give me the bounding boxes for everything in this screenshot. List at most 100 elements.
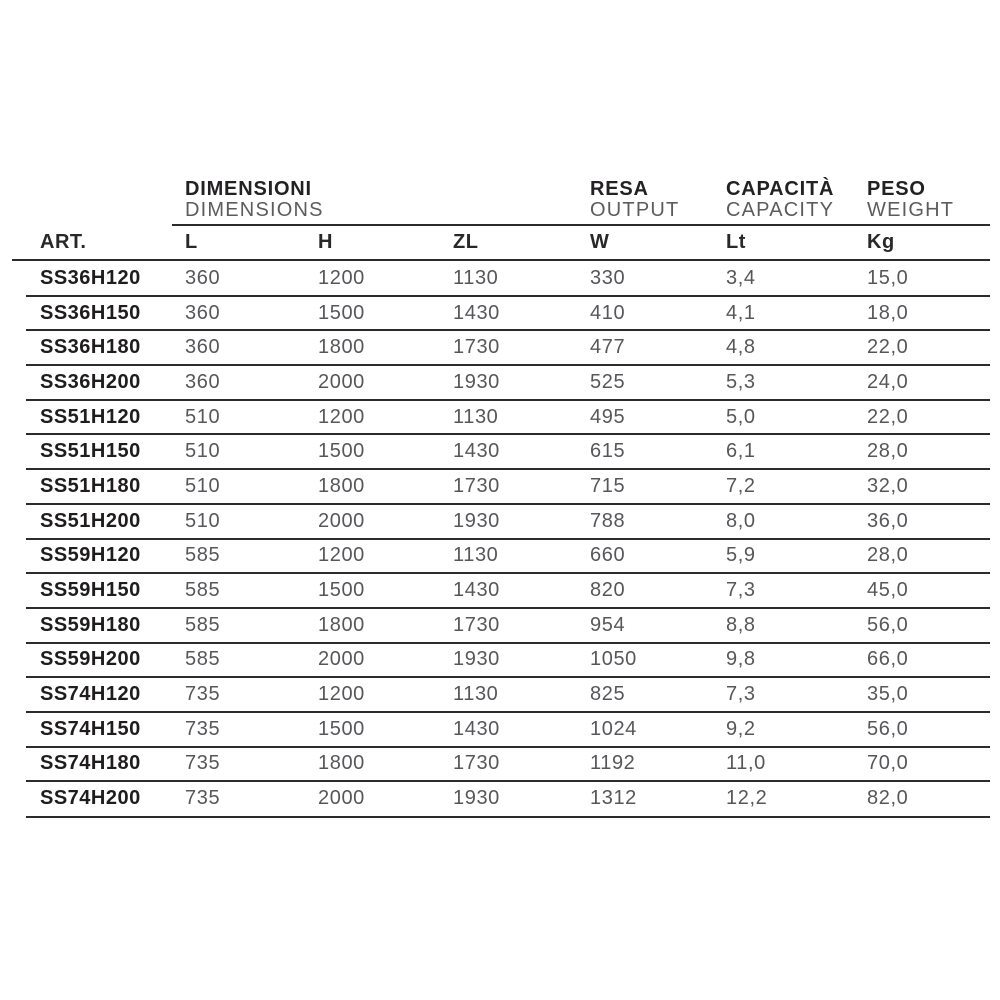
- value-zl: 1130: [453, 266, 499, 289]
- table-row: SS36H120 360 1200 1130 330 3,4 15,0: [12, 261, 990, 296]
- value-lt: 5,0: [726, 405, 756, 428]
- group-output: RESA OUTPUT: [590, 178, 726, 221]
- value-lt: 5,9: [726, 544, 756, 567]
- value-l: 510: [185, 509, 221, 532]
- value-kg: 56,0: [867, 717, 909, 740]
- table-body: SS36H120 360 1200 1130 330 3,4 15,0 SS36H150 360…: [12, 261, 990, 816]
- art-code: SS59H150: [40, 579, 141, 602]
- value-w: 954: [590, 613, 626, 636]
- art-code: SS74H200: [40, 787, 141, 810]
- value-w: 788: [590, 509, 626, 532]
- column-header-kg: Kg: [867, 231, 895, 253]
- value-h: 1500: [318, 301, 365, 324]
- value-zl: 1430: [453, 717, 500, 740]
- value-zl: 1130: [453, 405, 499, 428]
- table-row: SS59H200 585 2000 1930 1050 9,8 66,0: [12, 641, 990, 678]
- column-header-zl: ZL: [453, 231, 479, 253]
- group-header-row: DIMENSIONI DIMENSIONS RESA OUTPUT CAPACI…: [12, 178, 990, 224]
- value-lt: 6,1: [726, 440, 756, 463]
- value-w: 660: [590, 544, 626, 567]
- value-kg: 66,0: [867, 648, 909, 671]
- value-l: 510: [185, 405, 221, 428]
- value-zl: 1730: [453, 336, 500, 359]
- value-h: 1800: [318, 336, 365, 359]
- value-w: 477: [590, 336, 626, 359]
- table-row: SS74H120 735 1200 1130 825 7,3 35,0: [12, 676, 990, 712]
- column-header-w: W: [590, 231, 610, 253]
- value-zl: 1930: [453, 370, 500, 393]
- table-row: SS74H200 735 2000 1930 1312 12,2 82,0: [12, 780, 990, 816]
- value-lt: 9,8: [726, 648, 756, 671]
- art-code: SS74H180: [40, 752, 141, 775]
- value-zl: 1430: [453, 440, 500, 463]
- value-kg: 82,0: [867, 787, 909, 810]
- value-w: 410: [590, 301, 626, 324]
- table-row: SS36H200 360 2000 1930 525 5,3 24,0: [12, 364, 990, 400]
- value-kg: 24,0: [867, 370, 909, 393]
- value-kg: 22,0: [867, 336, 909, 359]
- value-lt: 4,8: [726, 336, 756, 359]
- value-w: 1192: [590, 752, 636, 775]
- art-code: SS59H200: [40, 648, 141, 671]
- value-w: 715: [590, 474, 626, 497]
- value-h: 2000: [318, 370, 365, 393]
- value-zl: 1430: [453, 579, 500, 602]
- table-row: SS51H180 510 1800 1730 715 7,2 32,0: [12, 468, 990, 504]
- group-title-dimensioni: DIMENSIONI: [185, 178, 312, 200]
- value-l: 735: [185, 717, 221, 740]
- value-zl: 1730: [453, 613, 500, 636]
- group-title-resa: RESA: [590, 178, 649, 200]
- value-lt: 12,2: [726, 787, 768, 810]
- value-h: 1500: [318, 440, 365, 463]
- value-w: 495: [590, 405, 626, 428]
- value-lt: 9,2: [726, 717, 756, 740]
- value-w: 1024: [590, 717, 637, 740]
- value-l: 585: [185, 613, 221, 636]
- value-l: 510: [185, 474, 221, 497]
- value-zl: 1930: [453, 787, 500, 810]
- value-w: 1312: [590, 787, 637, 810]
- value-kg: 28,0: [867, 440, 909, 463]
- value-l: 735: [185, 787, 221, 810]
- value-h: 2000: [318, 509, 365, 532]
- value-h: 1200: [318, 544, 365, 567]
- value-h: 2000: [318, 648, 365, 671]
- group-title-capacita: CAPACITÀ: [726, 178, 835, 200]
- art-code: SS51H120: [40, 405, 141, 428]
- value-l: 360: [185, 336, 221, 359]
- value-h: 1800: [318, 752, 365, 775]
- value-w: 525: [590, 370, 626, 393]
- value-w: 330: [590, 266, 626, 289]
- value-zl: 1130: [453, 544, 499, 567]
- value-kg: 70,0: [867, 752, 909, 775]
- value-kg: 22,0: [867, 405, 909, 428]
- value-l: 360: [185, 301, 221, 324]
- art-code: SS36H200: [40, 370, 141, 393]
- column-header-l: L: [185, 231, 198, 253]
- group-dimensions: DIMENSIONI DIMENSIONS: [185, 178, 590, 221]
- value-lt: 8,0: [726, 509, 756, 532]
- table-row: SS51H120 510 1200 1130 495 5,0 22,0: [12, 398, 990, 435]
- art-code: SS59H120: [40, 544, 141, 567]
- column-header-h: H: [318, 231, 333, 253]
- value-lt: 7,3: [726, 579, 756, 602]
- value-zl: 1130: [453, 683, 499, 706]
- value-kg: 36,0: [867, 509, 909, 532]
- table-row: SS74H150 735 1500 1430 1024 9,2 56,0: [12, 710, 990, 747]
- table-row: SS51H200 510 2000 1930 788 8,0 36,0: [12, 502, 990, 539]
- value-h: 1200: [318, 405, 365, 428]
- art-code: SS36H180: [40, 336, 141, 359]
- value-w: 1050: [590, 648, 637, 671]
- column-header-art: ART.: [40, 231, 87, 253]
- table-row: SS59H150 585 1500 1430 820 7,3 45,0: [12, 572, 990, 608]
- table-row: SS74H180 735 1800 1730 1192 11,0 70,0: [12, 745, 990, 782]
- value-kg: 45,0: [867, 579, 909, 602]
- group-subtitle-capacity: CAPACITY: [726, 199, 835, 221]
- table-bottom-rule: [26, 816, 990, 818]
- value-zl: 1730: [453, 752, 500, 775]
- value-kg: 35,0: [867, 683, 909, 706]
- value-l: 735: [185, 683, 221, 706]
- value-lt: 4,1: [726, 301, 756, 324]
- value-l: 585: [185, 544, 221, 567]
- group-subtitle-dimensions: DIMENSIONS: [185, 199, 324, 221]
